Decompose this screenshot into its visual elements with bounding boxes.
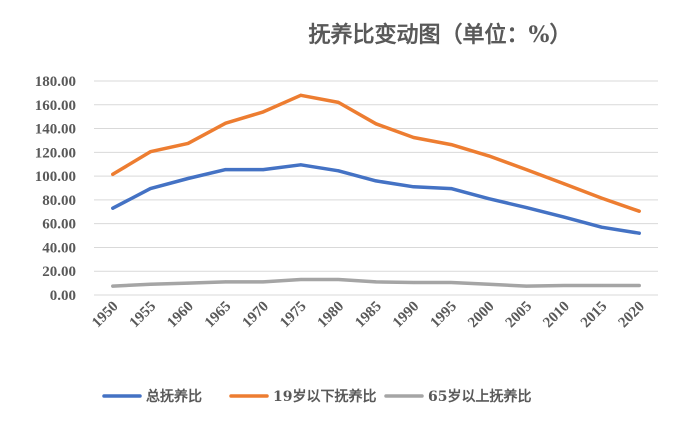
series-line xyxy=(111,93,641,213)
x-tick-label: 1975 xyxy=(277,299,310,332)
data-point xyxy=(224,168,228,172)
data-point xyxy=(487,282,491,286)
x-tick-label: 2010 xyxy=(540,299,573,332)
data-point xyxy=(600,283,604,287)
data-point xyxy=(336,278,340,282)
x-tick-label: 1985 xyxy=(352,299,385,332)
legend-label: 65岁以上抚养比 xyxy=(428,388,531,405)
data-point xyxy=(412,185,416,189)
data-point xyxy=(224,121,228,125)
y-tick-label: 140.00 xyxy=(35,122,76,138)
x-tick-label: 2020 xyxy=(616,299,649,332)
x-tick-label: 1990 xyxy=(390,299,423,332)
data-point xyxy=(600,225,604,229)
data-point xyxy=(524,206,528,210)
data-point xyxy=(186,141,190,145)
data-point xyxy=(449,143,453,147)
data-point xyxy=(186,281,190,285)
x-tick-label: 2005 xyxy=(503,299,536,332)
data-point xyxy=(224,280,228,284)
legend-label: 19岁以下抚养比 xyxy=(273,388,376,405)
data-point xyxy=(412,135,416,139)
data-point xyxy=(524,168,528,172)
x-tick-label: 1995 xyxy=(428,299,461,332)
y-axis-ticks: 0.00 20.00 40.00 60.00 80.00 100.00 120.00 140.… xyxy=(35,74,76,304)
data-point xyxy=(562,215,566,219)
data-point xyxy=(148,282,152,286)
x-axis-ticks: 1950 1955 1960 1965 1970 1975 1980 1985 1990 1995… xyxy=(89,299,648,332)
y-tick-label: 80.00 xyxy=(42,193,76,209)
data-point xyxy=(449,187,453,191)
data-point xyxy=(299,278,303,282)
x-tick-label: 1965 xyxy=(202,299,235,332)
y-tick-label: 100.00 xyxy=(35,169,76,185)
data-point xyxy=(487,197,491,201)
data-point xyxy=(487,154,491,158)
y-tick-label: 60.00 xyxy=(42,217,76,233)
series-line xyxy=(111,163,641,235)
gridlines xyxy=(94,80,658,296)
y-tick-label: 40.00 xyxy=(42,240,76,256)
data-point xyxy=(299,93,303,97)
data-point xyxy=(261,110,265,114)
legend: 总抚养比 19岁以下抚养比 65岁以上抚养比 xyxy=(102,388,531,405)
data-point xyxy=(637,209,641,213)
x-tick-label: 1980 xyxy=(315,299,348,332)
data-point xyxy=(374,122,378,126)
data-point xyxy=(261,280,265,284)
x-tick-label: 2015 xyxy=(578,299,611,332)
x-tick-label: 1970 xyxy=(240,299,273,332)
data-point xyxy=(562,283,566,287)
data-point xyxy=(111,172,115,176)
data-point xyxy=(148,187,152,191)
data-point xyxy=(374,280,378,284)
y-tick-label: 0.00 xyxy=(50,288,76,304)
series-lines xyxy=(111,93,641,288)
data-point xyxy=(336,100,340,104)
data-point xyxy=(261,168,265,172)
data-point xyxy=(637,231,641,235)
data-point xyxy=(412,281,416,285)
legend-label: 总抚养比 xyxy=(146,388,202,405)
data-point xyxy=(449,281,453,285)
x-tick-label: 1955 xyxy=(127,299,160,332)
data-point xyxy=(637,283,641,287)
data-point xyxy=(186,176,190,180)
y-tick-label: 180.00 xyxy=(35,74,76,90)
data-point xyxy=(111,284,115,288)
data-point xyxy=(562,182,566,186)
data-point xyxy=(299,163,303,167)
data-point xyxy=(336,169,340,173)
x-tick-label: 1950 xyxy=(89,299,122,332)
data-point xyxy=(374,179,378,183)
data-point xyxy=(524,284,528,288)
data-point xyxy=(600,196,604,200)
data-point xyxy=(148,150,152,154)
x-tick-label: 2000 xyxy=(465,299,498,332)
data-point xyxy=(111,206,115,210)
y-tick-label: 120.00 xyxy=(35,145,76,161)
chart-title: 抚养比变动图（单位：%） xyxy=(309,22,572,48)
y-tick-label: 160.00 xyxy=(35,98,76,114)
x-tick-label: 1960 xyxy=(164,299,197,332)
y-tick-label: 20.00 xyxy=(42,264,76,280)
